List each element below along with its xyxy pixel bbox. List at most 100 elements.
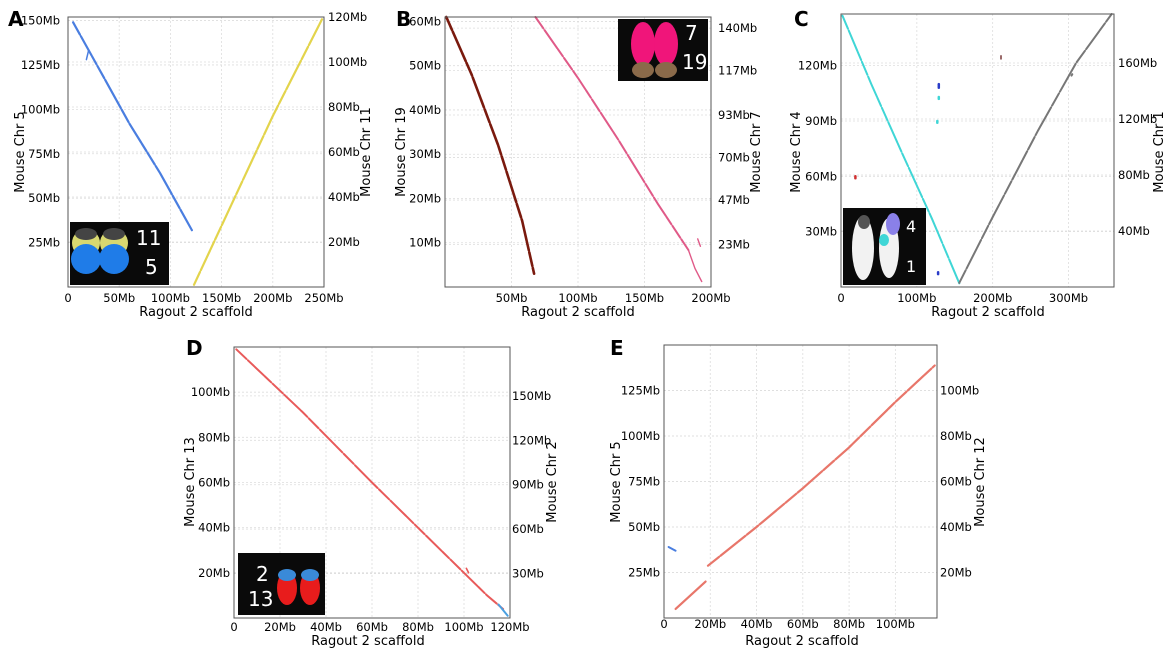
right-y-tick-label: 100Mb <box>940 384 979 398</box>
inset-label-top: 11 <box>136 226 161 250</box>
right-y-axis-title: Mouse Chr 7 <box>749 111 764 192</box>
left-y-tick-label: 100Mb <box>621 429 660 443</box>
left-y-tick-label: 75Mb <box>628 475 660 489</box>
panel-c: C 4 1 0 100Mb 200Mb 300Mb 30Mb 60Mb 90Mb 120Mb… <box>789 7 1167 320</box>
x-axis-title: Ragout 2 scaffold <box>521 305 634 320</box>
right-y-tick-label: 150Mb <box>512 389 551 403</box>
series-0-line <box>445 15 536 275</box>
x-axis-title: Ragout 2 scaffold <box>311 634 424 649</box>
left-y-tick-label: 125Mb <box>21 58 60 72</box>
left-y-tick-label: 60Mb <box>198 476 230 490</box>
right-y-axis-title: Mouse Chr 1 <box>1152 111 1167 192</box>
x-tick-label: 20Mb <box>694 617 726 631</box>
left-y-tick-label: 20Mb <box>198 566 230 580</box>
left-y-tick-label: 20Mb <box>409 191 441 205</box>
left-y-tick-label: 100Mb <box>191 385 230 399</box>
right-y-axis-title: Mouse Chr 11 <box>359 107 374 197</box>
left-y-tick-labels: 20Mb 40Mb 60Mb 80Mb 100Mb <box>191 385 230 580</box>
right-y-axis-title: Mouse Chr 2 <box>545 441 560 522</box>
series-2-line <box>687 249 703 283</box>
x-tick-labels: 0 20Mb 40Mb 60Mb 80Mb 100Mb 120Mb <box>230 620 529 634</box>
series-8-line <box>1070 73 1074 77</box>
x-tick-label: 60Mb <box>787 617 819 631</box>
right-y-tick-label: 90Mb <box>512 478 544 492</box>
inset-label-top: 7 <box>685 21 698 45</box>
left-y-axis-title: Mouse Chr 13 <box>183 437 198 527</box>
left-y-tick-label: 100Mb <box>21 102 60 116</box>
x-tick-label: 100Mb <box>558 291 597 305</box>
series-2-line <box>192 18 324 286</box>
panel-b: B 7 19 50Mb 100Mb 150Mb 200Mb 10Mb 20Mb 30Mb 4… <box>394 7 764 320</box>
x-tick-label: 80Mb <box>402 620 434 634</box>
x-tick-labels: 50Mb 100Mb 150Mb 200Mb <box>496 291 731 305</box>
right-y-tick-labels: 20Mb 40Mb 60Mb 80Mb 100Mb <box>940 384 979 580</box>
x-tick-label: 200Mb <box>691 291 730 305</box>
right-y-tick-labels: 20Mb 40Mb 60Mb 80Mb 100Mb 120Mb <box>328 10 367 249</box>
left-y-tick-label: 50Mb <box>28 191 60 205</box>
x-tick-labels: 0 50Mb 100Mb 150Mb 200Mb 250Mb <box>64 291 343 305</box>
inset-label-top: 4 <box>906 217 916 236</box>
series-1-line <box>706 364 936 567</box>
right-y-tick-label: 70Mb <box>718 151 750 165</box>
chromosome-band <box>301 569 319 581</box>
left-y-tick-label: 120Mb <box>798 59 837 73</box>
x-tick-label: 250Mb <box>304 291 343 305</box>
x-tick-label: 0 <box>64 291 71 305</box>
grid <box>663 345 937 618</box>
x-tick-label: 0 <box>230 620 237 634</box>
right-y-tick-labels: 40Mb 80Mb 120Mb 160Mb <box>1118 56 1157 238</box>
x-tick-label: 20Mb <box>264 620 296 634</box>
right-y-tick-labels: 30Mb 60Mb 90Mb 120Mb 150Mb <box>512 389 551 581</box>
right-y-tick-label: 93Mb <box>718 108 750 122</box>
panel-letter: B <box>396 7 411 31</box>
right-y-tick-label: 117Mb <box>718 64 757 78</box>
x-tick-label: 100Mb <box>876 617 915 631</box>
x-tick-label: 40Mb <box>741 617 773 631</box>
left-y-axis-title: Mouse Chr 19 <box>394 107 409 197</box>
series-1-line <box>958 13 1113 284</box>
series-0-line <box>841 14 961 285</box>
left-y-tick-label: 50Mb <box>409 59 441 73</box>
karyotype-inset: 4 1 <box>843 208 926 285</box>
series-0-line <box>674 580 707 610</box>
plot-frame <box>444 16 712 288</box>
left-y-tick-label: 30Mb <box>805 225 837 239</box>
x-tick-label: 0 <box>660 617 667 631</box>
left-y-tick-label: 90Mb <box>805 114 837 128</box>
x-tick-label: 50Mb <box>496 291 528 305</box>
chromosome-bottom <box>632 62 654 78</box>
x-tick-label: 100Mb <box>444 620 483 634</box>
series-0-line <box>72 21 193 232</box>
x-tick-label: 200Mb <box>973 291 1012 305</box>
left-y-tick-label: 125Mb <box>621 384 660 398</box>
left-y-axis-title: Mouse Chr 5 <box>13 111 28 192</box>
right-y-tick-label: 120Mb <box>512 433 551 447</box>
plot-frame <box>67 16 325 288</box>
x-tick-label: 150Mb <box>202 291 241 305</box>
inset-label-bottom: 19 <box>682 50 707 74</box>
right-y-tick-label: 60Mb <box>328 145 360 159</box>
plot-marks <box>235 348 509 617</box>
right-y-tick-label: 30Mb <box>512 567 544 581</box>
inset-label-bottom: 5 <box>145 255 158 279</box>
right-y-tick-labels: 23Mb 47Mb 70Mb 93Mb 117Mb 140Mb <box>718 21 757 251</box>
left-y-tick-labels: 10Mb 20Mb 30Mb 40Mb 50Mb 60Mb <box>409 14 441 249</box>
series-2-line <box>667 546 677 552</box>
inset-label-top: 2 <box>256 562 269 586</box>
chromosome-band <box>886 213 900 235</box>
series-1-line <box>85 50 90 61</box>
series-3-line <box>697 238 702 247</box>
right-y-tick-label: 23Mb <box>718 237 750 251</box>
x-axis-title: Ragout 2 scaffold <box>931 305 1044 320</box>
x-axis-title: Ragout 2 scaffold <box>139 305 252 320</box>
right-y-tick-label: 80Mb <box>940 429 972 443</box>
right-y-tick-label: 60Mb <box>940 475 972 489</box>
left-y-tick-labels: 25Mb 50Mb 75Mb 100Mb 125Mb 150Mb <box>21 14 60 250</box>
left-y-axis-title: Mouse Chr 4 <box>789 111 804 192</box>
left-y-tick-label: 50Mb <box>628 520 660 534</box>
x-tick-label: 40Mb <box>310 620 342 634</box>
x-tick-labels: 0 20Mb 40Mb 60Mb 80Mb 100Mb <box>660 617 915 631</box>
chromosome-cap <box>103 228 125 240</box>
right-y-tick-label: 40Mb <box>1118 224 1150 238</box>
x-tick-label: 300Mb <box>1049 291 1088 305</box>
